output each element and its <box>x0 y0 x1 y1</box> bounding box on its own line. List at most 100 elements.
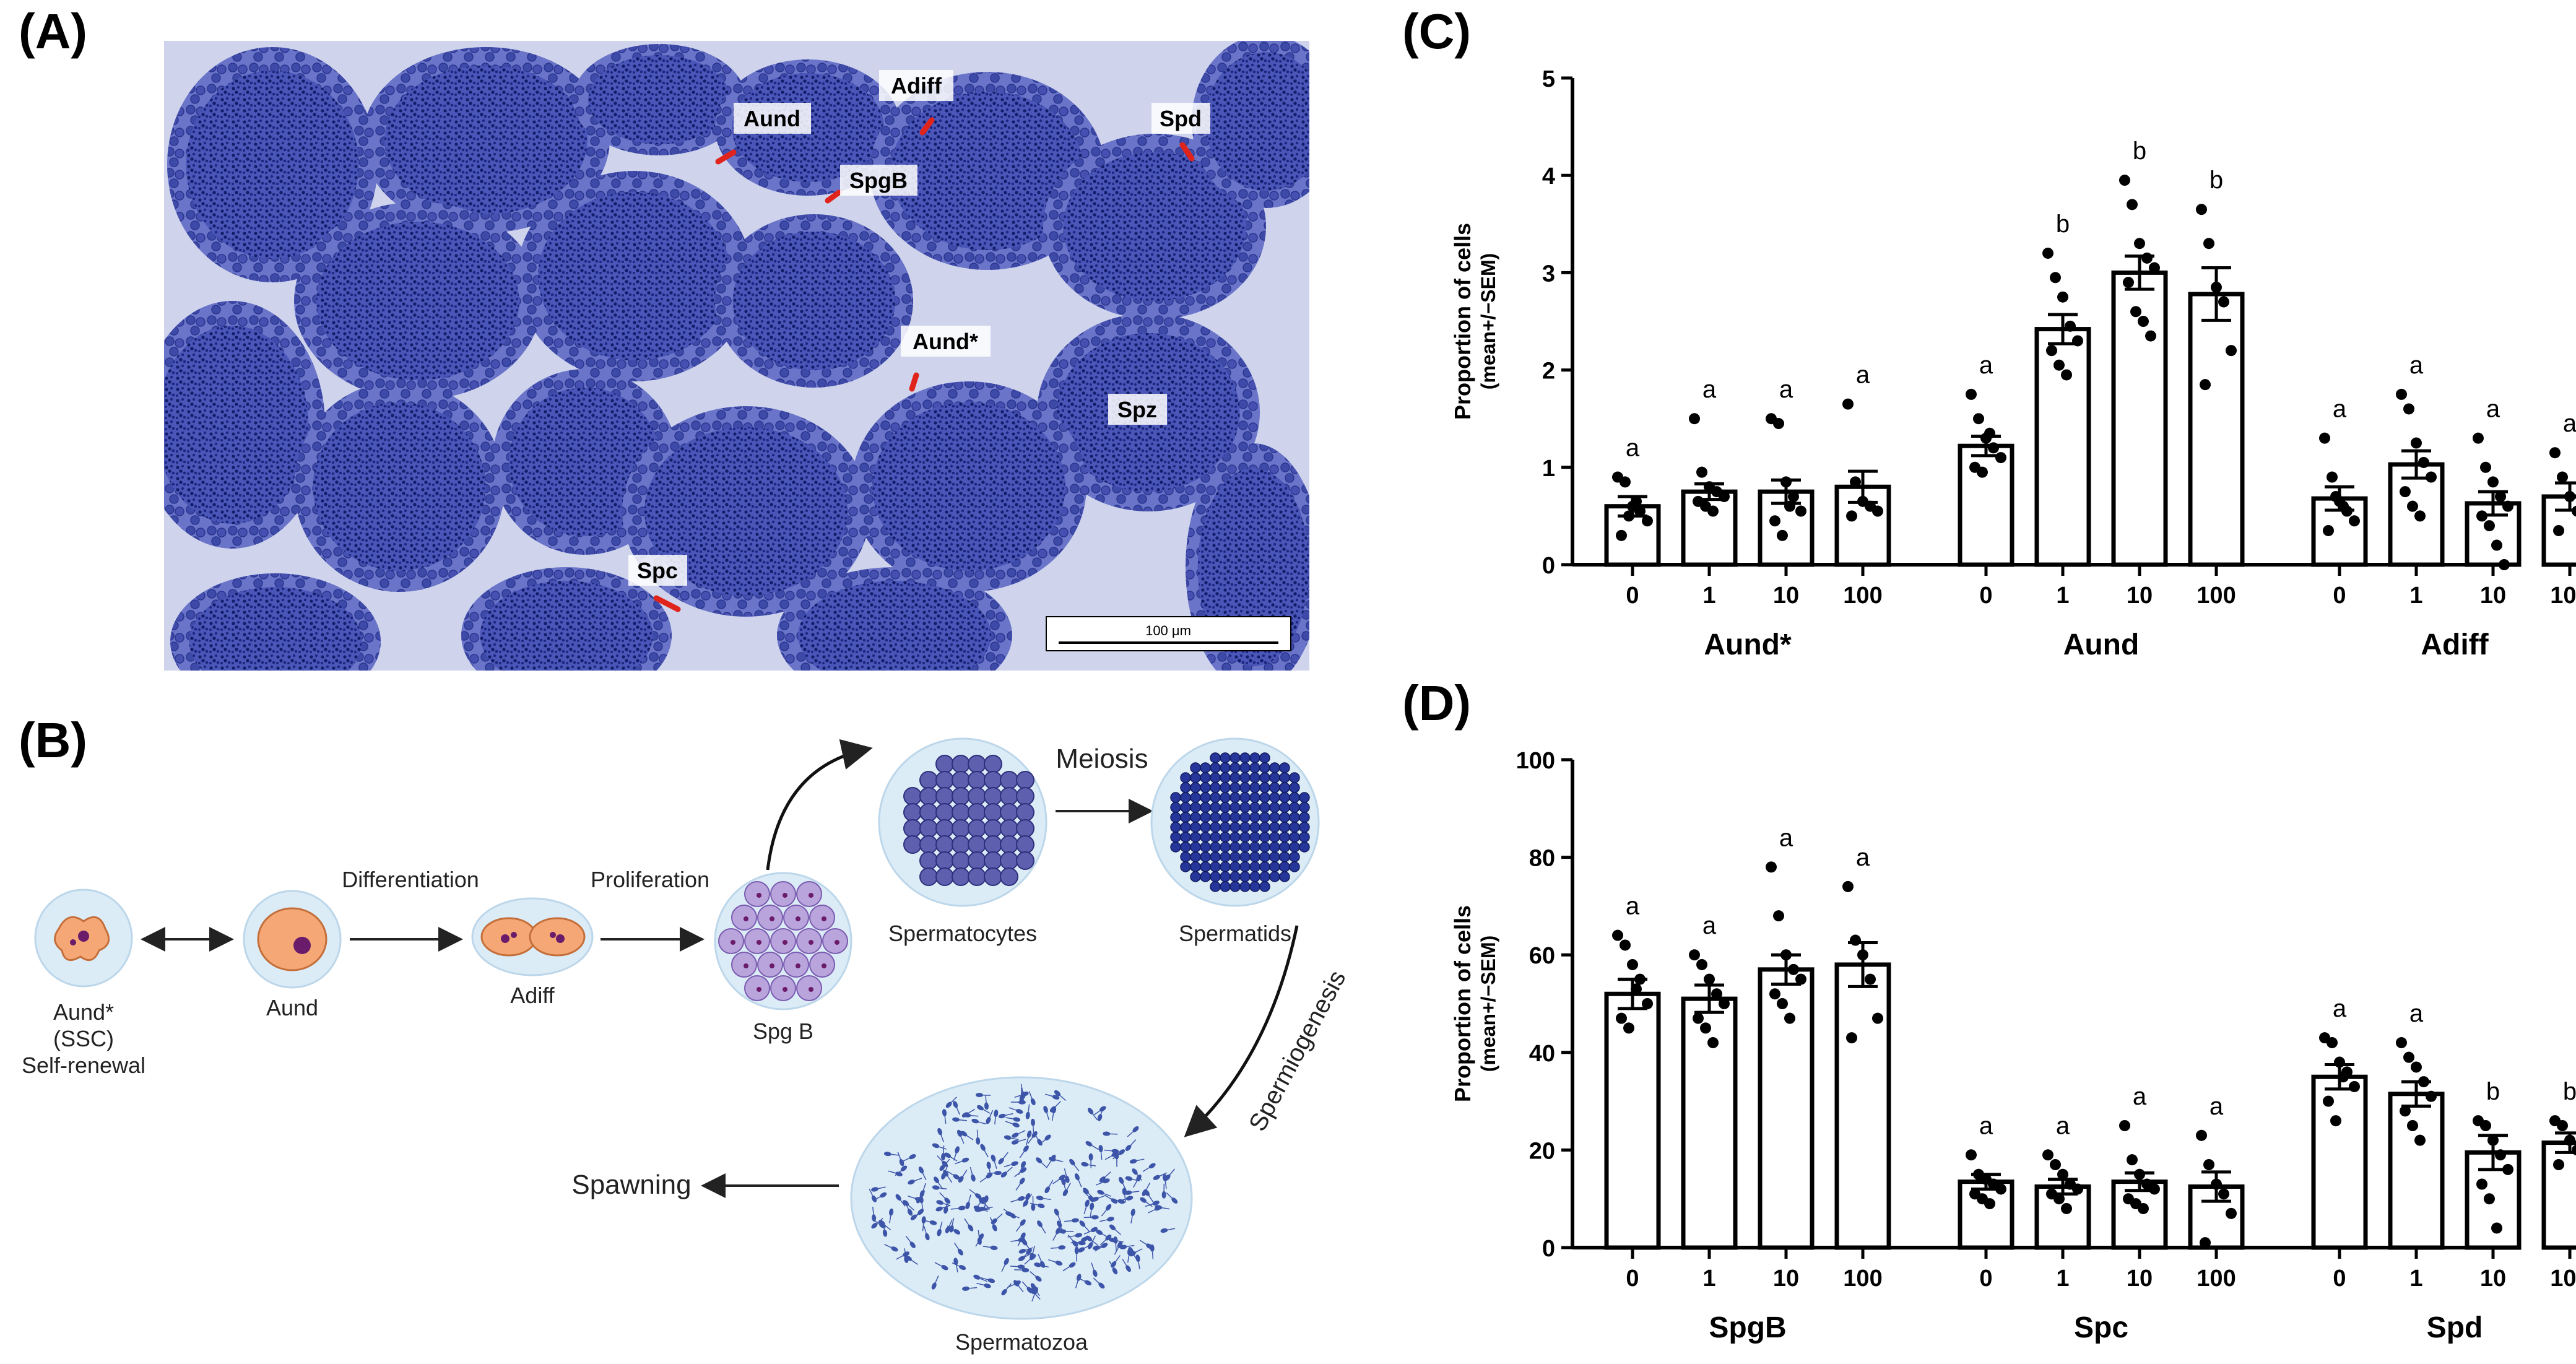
label-spd: Spd <box>1151 103 1210 134</box>
tubule-lumen <box>891 92 1084 250</box>
sperm-cell <box>1140 1197 1153 1207</box>
spermatocyte-cell <box>968 851 986 870</box>
spermatid-cell <box>1259 881 1270 892</box>
sperm-cell <box>1008 1107 1023 1114</box>
data-point <box>1846 510 1857 522</box>
spermatid-cell <box>1279 802 1290 813</box>
x-tick-label: 1 <box>1702 583 1715 609</box>
sperm-cell <box>1012 1130 1026 1138</box>
data-point <box>2061 1202 2072 1214</box>
data-point <box>2480 1120 2491 1131</box>
data-point <box>1850 934 1861 946</box>
data-point <box>1631 983 1642 995</box>
spermatid-cell <box>1259 802 1270 813</box>
significance-letter: a <box>1856 844 1870 871</box>
spermatocyte-cell <box>1000 867 1018 886</box>
data-point <box>2200 379 2211 391</box>
spermatid-cell <box>1289 772 1300 783</box>
spermatid-cell <box>1279 841 1290 853</box>
data-point <box>2323 1095 2334 1107</box>
sperm-cell <box>1135 1254 1140 1270</box>
spermatid-cell <box>1249 841 1260 853</box>
spermatid-cell <box>1269 802 1280 813</box>
data-point <box>2414 1134 2426 1146</box>
spgb-nucleus <box>796 916 800 921</box>
sperm-cell <box>872 1207 877 1222</box>
spgb-nucleus <box>770 963 774 968</box>
x-tick-label: 1 <box>1702 1266 1715 1292</box>
bar <box>2541 1140 2576 1250</box>
significance-letter: a <box>2056 1112 2070 1139</box>
sperm-cell <box>964 1218 974 1232</box>
y-axis-label: (mean+/−SEM) <box>1477 253 1499 390</box>
spermatid-cell <box>1249 871 1260 882</box>
spgb-nucleus <box>731 940 735 945</box>
spermatid-cell <box>1220 861 1231 872</box>
spermatid-cell <box>1170 802 1181 813</box>
spermatid-cell <box>1259 832 1270 843</box>
group-label: Aund <box>2063 628 2140 661</box>
sperm-cell <box>1090 1202 1095 1218</box>
spermatocyte-cell <box>952 851 970 870</box>
data-point <box>2050 272 2061 284</box>
sperm-cell <box>998 1113 1013 1119</box>
bar <box>1958 443 2014 567</box>
svg-text:Aund: Aund <box>744 106 800 131</box>
spermatogenesis-diagram: Aund* (SSC) Self-renewal Aund Differenti… <box>0 712 1393 1364</box>
sperm-cell <box>947 1225 961 1235</box>
sperm-cell <box>945 1219 953 1233</box>
data-point <box>2557 471 2568 483</box>
x-tick-label: 10 <box>2480 583 2506 609</box>
spermatid-cell <box>1220 802 1231 813</box>
spgb-nucleus <box>783 940 787 945</box>
sperm-cell <box>1124 1190 1140 1195</box>
spgb-nucleus <box>757 987 761 992</box>
data-point <box>1984 427 1995 439</box>
spermatocyte-cell <box>952 771 970 789</box>
sperm-cell <box>1004 1135 1019 1140</box>
data-point <box>2046 345 2057 357</box>
sperm-cell <box>1104 1149 1119 1153</box>
panel-label-a: (A) <box>19 4 88 59</box>
y-axis-label: Proportion of cells <box>1450 223 1475 420</box>
data-point <box>2065 320 2076 332</box>
spermatocyte-cell <box>984 755 1002 773</box>
spermatid-cell <box>1210 871 1221 882</box>
spermatid-cell <box>1239 752 1251 763</box>
spgb-nucleus <box>822 963 826 968</box>
sperm-cell <box>932 1185 947 1190</box>
sperm-cell <box>998 1152 1008 1165</box>
data-point <box>2572 1144 2576 1156</box>
sperm-cell <box>1049 1101 1061 1113</box>
tubule-lumen <box>384 66 588 214</box>
sperm-cell <box>1079 1220 1090 1233</box>
spermatid-cell <box>1299 832 1310 843</box>
sperm-cell <box>1054 1209 1062 1223</box>
tubule-lumen <box>538 192 731 360</box>
data-point <box>1784 1012 1795 1024</box>
spermatid-cell <box>1239 881 1251 892</box>
sperm-cell <box>1160 1228 1176 1233</box>
data-point <box>1995 1183 2006 1195</box>
data-point <box>1623 510 1634 522</box>
sperm-cell <box>953 1101 961 1115</box>
spermatid-cell <box>1289 861 1300 872</box>
spermatid-cell <box>1249 772 1260 783</box>
significance-letter: a <box>2333 995 2347 1022</box>
x-tick-label: 10 <box>1773 1266 1799 1292</box>
spermatid-cell <box>1170 822 1181 833</box>
data-point <box>1711 988 1722 1000</box>
spermatid-cell <box>1229 861 1241 872</box>
data-point <box>1995 452 2006 464</box>
data-point <box>1634 505 1646 517</box>
label-aund: Aund <box>734 103 811 134</box>
x-tick-label: 10 <box>1773 583 1799 609</box>
sperm-cell <box>1010 1196 1025 1203</box>
data-point <box>2211 281 2222 293</box>
data-point <box>1865 973 1876 985</box>
x-tick-label: 0 <box>1626 1266 1639 1292</box>
data-point <box>2476 1178 2487 1190</box>
sperm-cell <box>990 1217 997 1232</box>
tubule-lumen <box>644 427 848 596</box>
significance-letter: a <box>1626 435 1640 462</box>
